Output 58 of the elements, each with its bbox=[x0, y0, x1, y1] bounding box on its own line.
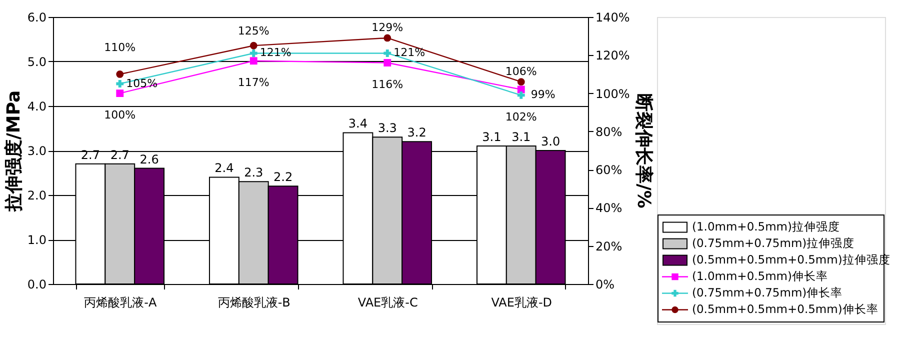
y-tick-label: 2.0 bbox=[27, 188, 46, 202]
point bbox=[517, 91, 525, 99]
y2-tick-label: 120% bbox=[596, 48, 630, 63]
data-label: 2.4 bbox=[214, 161, 234, 176]
data-label: 116% bbox=[372, 78, 404, 91]
y2-tick-label: 140% bbox=[596, 10, 630, 24]
point bbox=[517, 78, 525, 86]
x-tick-label: 丙烯酸乳液-B bbox=[218, 296, 290, 310]
data-label: 100% bbox=[104, 108, 136, 122]
data-label: 129% bbox=[372, 20, 404, 34]
data-label: 117% bbox=[238, 76, 270, 89]
data-label: 102% bbox=[505, 110, 537, 124]
legend-label: (0.75mm+0.75mm)拉伸强度 bbox=[692, 236, 855, 250]
legend-label: (0.5mm+0.5mm+0.5mm)伸长率 bbox=[692, 302, 878, 316]
point bbox=[116, 70, 124, 78]
y2-tick-label: 0% bbox=[596, 278, 615, 292]
y-tick-label: 4.0 bbox=[27, 100, 46, 114]
point bbox=[116, 80, 124, 88]
y-tick-label: 3.0 bbox=[27, 144, 46, 158]
point bbox=[250, 42, 258, 50]
point bbox=[384, 50, 392, 57]
data-label: 3.4 bbox=[348, 116, 368, 131]
y2-tick-label: 80% bbox=[596, 124, 622, 139]
y2-tick-label: 100% bbox=[596, 86, 630, 101]
y-tick-label: 0.0 bbox=[27, 278, 46, 292]
data-label: 2.6 bbox=[140, 152, 159, 166]
y-tick-label: 6.0 bbox=[27, 10, 46, 24]
y-tick-label: 5.0 bbox=[27, 55, 46, 69]
legend-label: (1.0mm+0.5mm)伸长率 bbox=[692, 268, 828, 283]
data-label: 110% bbox=[104, 41, 136, 54]
point bbox=[116, 90, 124, 97]
y2-tick-label: 60% bbox=[596, 163, 622, 178]
data-label: 3.1 bbox=[512, 130, 531, 144]
legend-label: (0.75mm+0.75mm)伸长率 bbox=[692, 285, 843, 300]
data-label: 3.2 bbox=[407, 126, 426, 140]
x-tick-label: 丙烯酸乳液-A bbox=[84, 296, 158, 310]
point bbox=[250, 50, 258, 57]
y-tick-label: 1.0 bbox=[27, 233, 46, 247]
x-tick-label: VAE乳液-C bbox=[358, 296, 418, 310]
data-label: 2.3 bbox=[244, 166, 264, 180]
data-label: 105% bbox=[126, 76, 158, 90]
y-axis-title: 拉伸强度/MPa bbox=[3, 90, 24, 213]
point bbox=[384, 59, 392, 66]
legend-label: (1.0mm+0.5mm)拉伸强度 bbox=[692, 219, 840, 234]
data-label: 2.2 bbox=[274, 170, 293, 184]
point bbox=[384, 34, 392, 42]
data-label: 106% bbox=[505, 64, 537, 78]
data-label: 3.3 bbox=[378, 121, 397, 136]
data-label: 3.0 bbox=[541, 134, 560, 148]
data-label: 125% bbox=[238, 24, 270, 38]
data-label: 99% bbox=[530, 88, 556, 102]
y2-tick-label: 20% bbox=[596, 239, 622, 254]
x-tick-label: VAE乳液-D bbox=[491, 296, 552, 310]
point bbox=[250, 57, 258, 65]
y2-tick-label: 40% bbox=[596, 201, 622, 216]
data-label: 121% bbox=[394, 46, 426, 60]
y2-axis-title: 断裂伸长率/% bbox=[632, 94, 654, 208]
data-label: 3.1 bbox=[482, 130, 502, 144]
